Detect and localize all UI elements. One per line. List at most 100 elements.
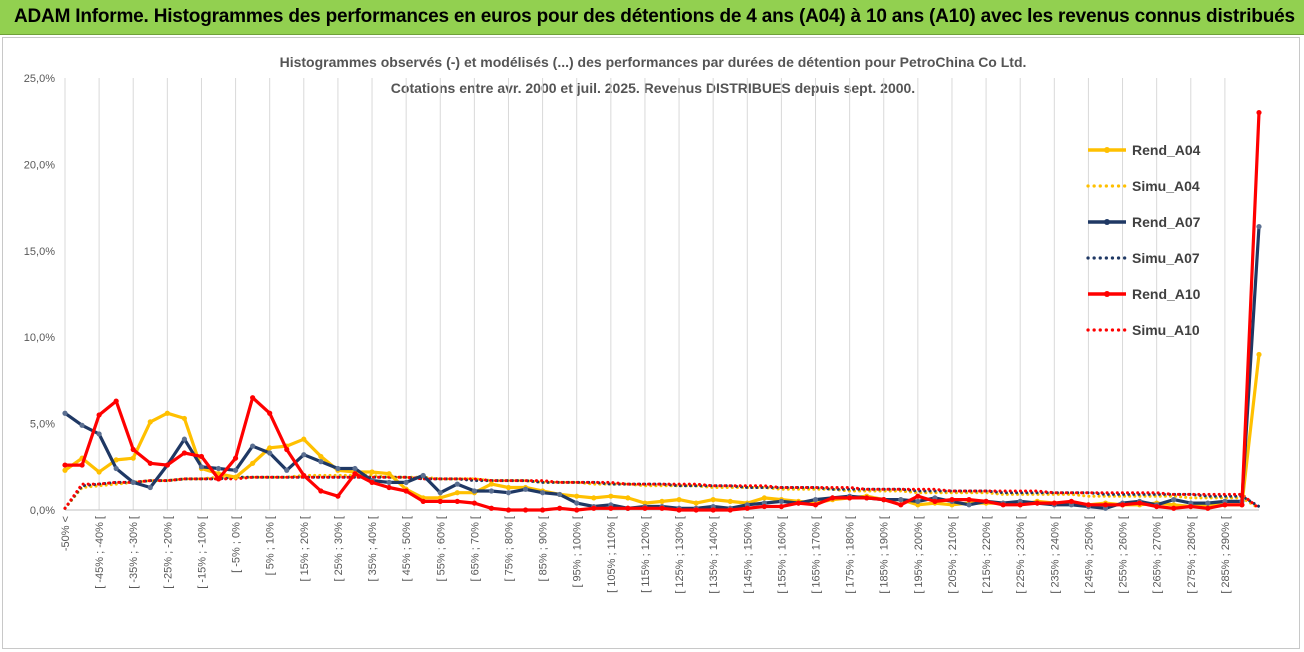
data-point <box>352 471 358 477</box>
data-point <box>335 465 341 472</box>
legend-item: Simu_A10 <box>1086 322 1200 338</box>
data-point <box>915 498 921 504</box>
data-point <box>915 493 921 499</box>
data-point <box>574 500 580 506</box>
data-point <box>1256 109 1262 116</box>
data-point <box>1239 502 1245 508</box>
data-point <box>335 493 341 499</box>
legend-item: Simu_A04 <box>1086 178 1200 194</box>
x-tick-label: [ 245% ; 250% [ <box>1083 516 1095 594</box>
data-point <box>505 490 512 496</box>
data-point <box>437 490 443 496</box>
legend-marker <box>1104 147 1110 153</box>
data-point <box>113 465 119 472</box>
data-point <box>744 505 750 511</box>
x-tick-label: -50% < <box>60 516 72 551</box>
series-line <box>65 112 1261 512</box>
data-point <box>1137 500 1143 506</box>
y-tick-label: 10,0% <box>24 332 55 344</box>
data-point <box>505 507 512 513</box>
x-tick-label: [ 65% ; 70% [ <box>469 516 481 581</box>
data-point <box>898 497 904 503</box>
legend-marker <box>1104 291 1110 297</box>
data-point <box>1051 500 1057 506</box>
data-point <box>250 460 256 466</box>
data-point <box>181 450 187 456</box>
legend-label: Rend_A07 <box>1132 214 1201 230</box>
data-point <box>318 459 324 465</box>
data-point <box>267 445 273 451</box>
data-point <box>710 507 716 513</box>
data-point <box>591 505 597 511</box>
data-point <box>181 436 187 442</box>
data-point <box>386 484 392 491</box>
data-point <box>96 412 102 418</box>
data-point <box>591 495 597 501</box>
series-line <box>64 226 1261 510</box>
performance-histogram-chart: Histogrammes observés (-) et modélisés (… <box>24 54 1262 594</box>
y-tick-label: 0,0% <box>30 505 55 517</box>
data-point <box>164 462 170 468</box>
x-tick-label: [ 195% ; 200% [ <box>913 516 925 594</box>
data-point <box>795 500 802 506</box>
data-point <box>164 410 170 416</box>
data-point <box>1256 224 1262 230</box>
data-point <box>267 450 273 456</box>
x-tick-label: [ 285% ; 290% [ <box>1220 516 1232 594</box>
data-point <box>1205 505 1211 511</box>
x-tick-label: [ 15% ; 20% [ <box>299 516 311 581</box>
x-tick-label: [ 165% ; 170% [ <box>811 516 823 594</box>
x-tick-label: [ 205% ; 210% [ <box>947 516 959 594</box>
data-point <box>62 462 68 468</box>
y-tick-label: 15,0% <box>24 246 55 258</box>
legend-item: Rend_A07 <box>1088 214 1201 230</box>
data-point <box>232 455 239 461</box>
x-tick-label: [ 125% ; 130% [ <box>674 516 686 594</box>
data-point <box>829 495 836 501</box>
data-point <box>1102 502 1109 508</box>
data-point <box>778 498 785 504</box>
data-point <box>1068 498 1074 504</box>
legend-label: Simu_A07 <box>1132 250 1200 266</box>
data-point <box>301 436 307 442</box>
data-point <box>215 465 222 472</box>
data-point <box>812 502 819 508</box>
y-tick-label: 20,0% <box>24 159 55 171</box>
data-point <box>403 479 409 485</box>
data-point <box>608 505 614 511</box>
data-point <box>147 460 153 466</box>
data-point <box>540 507 546 513</box>
series-rend-a10 <box>62 109 1262 513</box>
data-point <box>966 502 972 508</box>
data-point <box>113 398 119 404</box>
data-point <box>147 419 153 425</box>
x-tick-label: [ 255% ; 260% [ <box>1118 516 1130 594</box>
data-point <box>693 500 699 506</box>
report-title: ADAM Informe. Histogrammes des performan… <box>14 6 1295 27</box>
data-point <box>710 497 716 503</box>
x-tick-label: [ 225% ; 230% [ <box>1015 516 1027 594</box>
data-point <box>301 452 307 458</box>
data-point <box>318 488 324 494</box>
x-tick-label: [ -5% ; 0% [ <box>231 516 243 573</box>
data-point <box>318 453 324 460</box>
x-tick-label: [ 275% ; 280% [ <box>1186 516 1198 594</box>
data-point <box>181 415 187 422</box>
data-point <box>983 498 989 504</box>
data-point <box>113 457 119 463</box>
chart-title: Histogrammes observés (-) et modélisés (… <box>280 54 1027 70</box>
data-point <box>488 481 495 487</box>
data-point <box>198 453 205 460</box>
data-point <box>1171 505 1177 511</box>
data-point <box>471 488 477 494</box>
data-point <box>727 507 733 513</box>
x-tick-label: [ 75% ; 80% [ <box>503 516 515 581</box>
x-tick-label: [ 265% ; 270% [ <box>1152 516 1164 594</box>
data-point <box>232 474 239 480</box>
series-simu-a10 <box>63 475 1261 510</box>
data-point <box>130 455 136 461</box>
x-tick-label: [ 215% ; 220% [ <box>981 516 993 594</box>
data-point <box>625 495 631 501</box>
x-tick-label: [ 145% ; 150% [ <box>742 516 754 594</box>
report-banner: ADAM Informe. Histogrammes des performan… <box>0 0 1304 35</box>
